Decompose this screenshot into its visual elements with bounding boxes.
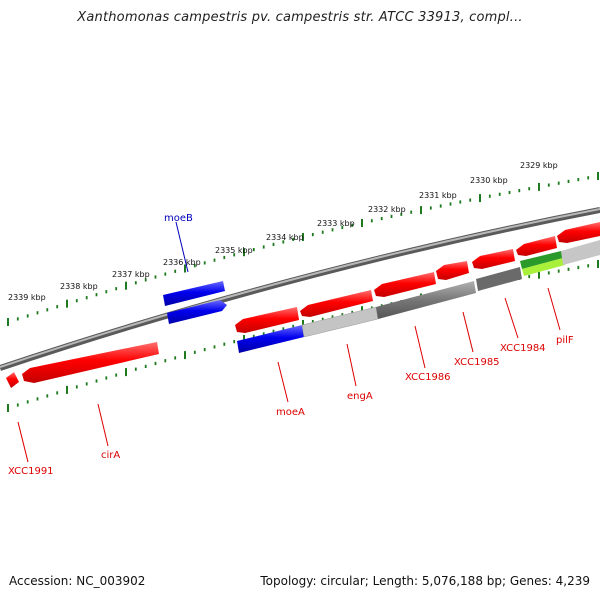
gene-XCC1985 (436, 261, 469, 280)
scale-label: 2333 kbp (317, 219, 355, 228)
scale-label: 2331 kbp (419, 191, 457, 200)
gene-moeB-lower (167, 300, 227, 324)
gc-dark-segment-2 (476, 267, 522, 291)
gene-label-XCC1986: XCC1986 (405, 372, 451, 383)
gene-label-moeB: moeB (164, 213, 193, 224)
outer-scale-ticks (7, 172, 599, 326)
genome-summary-text: Topology: circular; Length: 5,076,188 bp… (260, 574, 590, 588)
scale-label: 2338 kbp (60, 282, 98, 291)
scale-label: 2339 kbp (8, 293, 46, 302)
inner-track (237, 240, 600, 353)
gene-moeA-inner (237, 325, 304, 353)
scale-label: 2332 kbp (368, 205, 406, 214)
gene-label-engA: engA (347, 391, 373, 402)
gene-labels: moeB XCC1991 cirA moeA engA XCC1986 XCC1… (8, 213, 574, 477)
gene-label-XCC1991: XCC1991 (8, 466, 54, 477)
gene-engA (300, 290, 373, 317)
gene-cirA (22, 342, 159, 383)
gc-dark-segment (376, 281, 476, 319)
gc-lime-segment (522, 258, 565, 276)
gc-light-segment-2 (561, 240, 600, 265)
gene-label-cirA: cirA (101, 450, 120, 461)
forward-strand-genes (163, 281, 227, 324)
label-connectors (17, 221, 561, 463)
backbone (0, 207, 600, 371)
scale-label: 2335 kbp (215, 246, 253, 255)
scale-label: 2337 kbp (112, 270, 150, 279)
gene-moeB-upper (163, 281, 225, 306)
scale-label: 2334 kbp (266, 233, 304, 242)
red-genes (6, 222, 600, 388)
scale-label: 2336 kbp (163, 258, 201, 267)
gene-label-moeA: moeA (276, 407, 305, 418)
gene-label-pilF: pilF (556, 335, 574, 346)
gene-XCC1986 (374, 272, 436, 297)
gene-pilF (557, 222, 600, 243)
map-title: Xanthomonas campestris pv. campestris st… (77, 10, 523, 25)
gene-XCC1984b (516, 236, 557, 256)
gene-label-XCC1985: XCC1985 (454, 357, 500, 368)
gene-label-XCC1984: XCC1984 (500, 343, 546, 354)
scale-label: 2329 kbp (520, 161, 558, 170)
gene-XCC1991 (6, 372, 19, 388)
accession-text: Accession: NC_003902 (9, 574, 146, 588)
scale-labels: 2339 kbp 2338 kbp 2337 kbp 2336 kbp 2335… (8, 161, 558, 302)
scale-label: 2330 kbp (470, 176, 508, 185)
gene-moeA (235, 307, 299, 333)
gc-green-segment (520, 251, 563, 269)
gene-XCC1984 (472, 249, 515, 269)
